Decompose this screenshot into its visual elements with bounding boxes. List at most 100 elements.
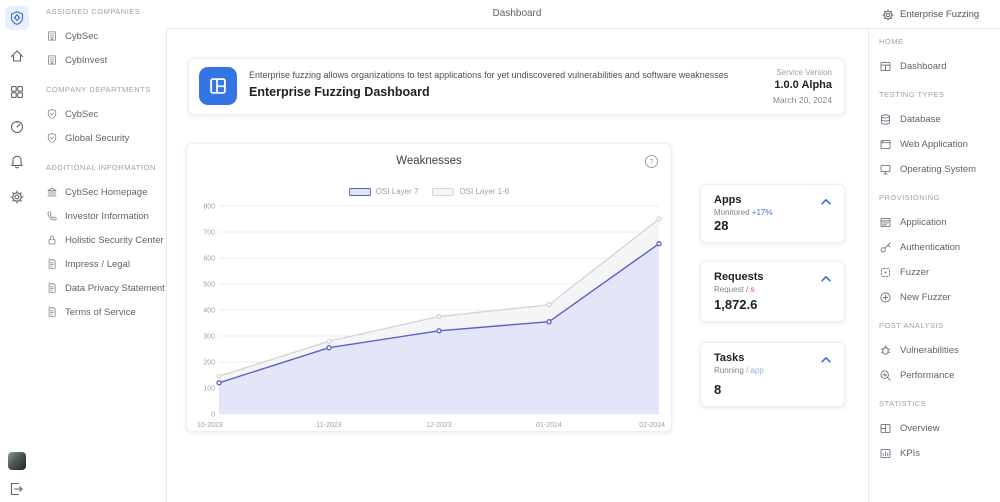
document-icon	[46, 258, 58, 270]
left-divider	[166, 28, 167, 502]
menu-item-label: Performance	[900, 370, 955, 381]
notifications-bell-icon[interactable]	[5, 150, 29, 174]
gear-icon	[881, 8, 895, 22]
menu-item-operating-system[interactable]: Operating System	[869, 157, 1000, 182]
menu-item-investor-information[interactable]: Investor Information	[34, 204, 166, 228]
menu-item-label: Authentication	[900, 242, 961, 253]
app-window-icon	[879, 216, 892, 229]
window-icon	[879, 138, 892, 151]
service-version-label: Service Version	[776, 68, 832, 77]
stat-card-subtitle: Running / app	[714, 366, 764, 375]
menu-item-kpis[interactable]: KPIs	[869, 441, 1000, 466]
menu-item-overview[interactable]: Overview	[869, 416, 1000, 441]
menu-item-database[interactable]: Database	[869, 107, 1000, 132]
menu-item-label: Fuzzer	[900, 267, 930, 278]
monitor-icon	[879, 163, 892, 176]
chevron-up-icon[interactable]	[819, 353, 833, 367]
menu-item-cybsec-homepage[interactable]: CybSec Homepage	[34, 180, 166, 204]
workspace-selector[interactable]: Enterprise Fuzzing	[881, 6, 979, 23]
menu-item-authentication[interactable]: Authentication	[869, 235, 1000, 260]
section-header: ASSIGNED COMPANIES	[46, 7, 141, 16]
menu-item-dashboard[interactable]: Dashboard	[869, 54, 1000, 79]
left-icon-rail	[0, 0, 34, 502]
section-header: COMPANY DEPARTMENTS	[46, 85, 151, 94]
legend-label: OSI Layer 1-6	[459, 187, 510, 196]
section-header: TESTING TYPES	[879, 90, 945, 99]
menu-item-label: CybSec Homepage	[65, 186, 148, 198]
sign-out-icon[interactable]	[8, 481, 26, 499]
help-icon[interactable]: ?	[645, 155, 658, 168]
database-icon	[879, 113, 892, 126]
key-icon	[879, 241, 892, 254]
phone-icon	[46, 210, 58, 222]
menu-item-label: KPIs	[900, 448, 921, 459]
chevron-up-icon[interactable]	[819, 195, 833, 209]
menu-item-web-application[interactable]: Web Application	[869, 132, 1000, 157]
menu-item-new-fuzzer[interactable]: New Fuzzer	[869, 285, 1000, 310]
page-title: Dashboard	[492, 8, 542, 19]
fuzzer-icon	[879, 266, 892, 279]
settings-gear-icon[interactable]	[5, 185, 29, 209]
topbar-border	[166, 28, 1000, 29]
chevron-up-icon[interactable]	[819, 272, 833, 286]
svg-text:02-2024: 02-2024	[639, 422, 665, 429]
svg-text:100: 100	[203, 386, 215, 393]
gauge-icon[interactable]	[5, 115, 29, 139]
home-icon[interactable]	[5, 44, 29, 68]
menu-item-cybsec[interactable]: CybSec	[34, 102, 166, 126]
lock-icon	[46, 234, 58, 246]
chart-legend: OSI Layer 7 OSI Layer 1-6	[187, 187, 671, 196]
company-navigation: ASSIGNED COMPANIES CybSec CybInvest COMPANY…	[34, 0, 166, 502]
section-header: ADDITIONAL INFORMATION	[46, 163, 156, 172]
stat-card-title: Apps	[714, 194, 742, 206]
menu-item-label: Dashboard	[900, 61, 947, 72]
menu-item-data-privacy-statement[interactable]: Data Privacy Statement	[34, 276, 166, 300]
svg-text:0: 0	[211, 412, 215, 419]
menu-item-holistic-security-center[interactable]: Holistic Security Center	[34, 228, 166, 252]
stat-card-requests: Requests Request / s 1,872.6	[700, 261, 845, 322]
svg-text:11-2023: 11-2023	[316, 422, 341, 429]
building-icon	[46, 30, 58, 42]
stat-card-apps: Apps Monitored +17% 28	[700, 184, 845, 243]
section-header: PROVISIONING	[879, 193, 941, 202]
menu-item-performance[interactable]: Performance	[869, 363, 1000, 388]
service-version-date: March 20, 2024	[772, 95, 832, 105]
shield-icon	[46, 132, 58, 144]
legend-item[interactable]: OSI Layer 7	[348, 187, 418, 196]
user-avatar[interactable]	[8, 452, 26, 470]
app-logo-icon[interactable]	[5, 6, 29, 30]
svg-text:400: 400	[203, 308, 215, 315]
service-version-value: 1.0.0 Alpha	[774, 79, 832, 91]
menu-item-cybinvest[interactable]: CybInvest	[34, 48, 166, 72]
menu-item-fuzzer[interactable]: Fuzzer	[869, 260, 1000, 285]
stat-card-subtitle: Monitored +17%	[714, 208, 773, 217]
menu-item-application[interactable]: Application	[869, 210, 1000, 235]
bank-icon	[46, 186, 58, 198]
menu-item-global-security[interactable]: Global Security	[34, 126, 166, 150]
apps-grid-icon[interactable]	[5, 80, 29, 104]
document-icon	[46, 282, 58, 294]
menu-item-vulnerabilities[interactable]: Vulnerabilities	[869, 338, 1000, 363]
stat-card-title: Tasks	[714, 352, 745, 364]
section-header: STATISTICS	[879, 399, 927, 408]
menu-item-label: Terms of Service	[65, 306, 136, 318]
stat-card-tasks: Tasks Running / app 8	[700, 342, 845, 407]
menu-item-terms-of-service[interactable]: Terms of Service	[34, 300, 166, 324]
performance-icon	[879, 369, 892, 382]
plus-circle-icon	[879, 291, 892, 304]
building-icon	[46, 54, 58, 66]
stat-card-value: 1,872.6	[714, 297, 758, 312]
menu-item-label: Holistic Security Center	[65, 234, 164, 246]
kpi-icon	[879, 447, 892, 460]
svg-text:500: 500	[203, 282, 215, 289]
shield-icon	[46, 108, 58, 120]
banner-card: Enterprise fuzzing allows organizations …	[188, 58, 845, 115]
menu-item-label: Investor Information	[65, 210, 149, 222]
document-icon	[46, 306, 58, 318]
legend-item[interactable]: OSI Layer 1-6	[432, 187, 509, 196]
stat-card-title: Requests	[714, 271, 764, 283]
svg-text:200: 200	[203, 360, 215, 367]
menu-item-cybsec[interactable]: CybSec	[34, 24, 166, 48]
menu-item-impress-legal[interactable]: Impress / Legal	[34, 252, 166, 276]
